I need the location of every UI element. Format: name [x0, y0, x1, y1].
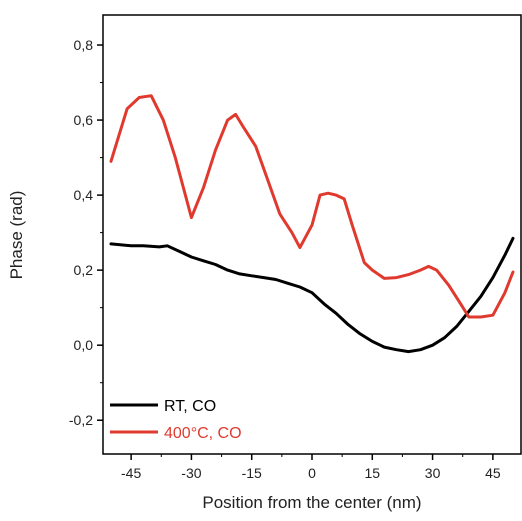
y-tick-label: 0,6: [74, 112, 94, 128]
x-tick-label: -30: [181, 465, 201, 481]
legend: RT, CO 400°C, CO: [110, 398, 242, 442]
y-tick-label: -0,2: [69, 412, 93, 428]
x-axis-title: Position from the center (nm): [202, 493, 421, 512]
x-tick-label: 45: [485, 465, 501, 481]
legend-label-rt-co: RT, CO: [164, 398, 216, 415]
y-axis: -0,2 0,0 0,2 0,4 0,6 0,8: [69, 37, 103, 428]
y-tick-label: 0,0: [74, 337, 94, 353]
y-tick-label: 0,8: [74, 37, 94, 53]
series-line-0: [109, 236, 515, 354]
y-tick-label: 0,2: [74, 262, 94, 278]
series-layer: [109, 94, 515, 354]
y-tick-label: 0,4: [74, 187, 94, 203]
x-axis: -45 -30 -15 0 15 30 45: [121, 454, 501, 481]
legend-label-400c-co: 400°C, CO: [164, 425, 242, 442]
x-tick-label: -45: [121, 465, 141, 481]
x-tick-label: 15: [364, 465, 380, 481]
series-line-1: [109, 94, 515, 319]
y-axis-title: Phase (rad): [7, 191, 26, 280]
x-tick-label: 0: [308, 465, 316, 481]
x-tick-label: 30: [425, 465, 441, 481]
plot-frame: [102, 14, 522, 455]
x-tick-label: -15: [242, 465, 262, 481]
